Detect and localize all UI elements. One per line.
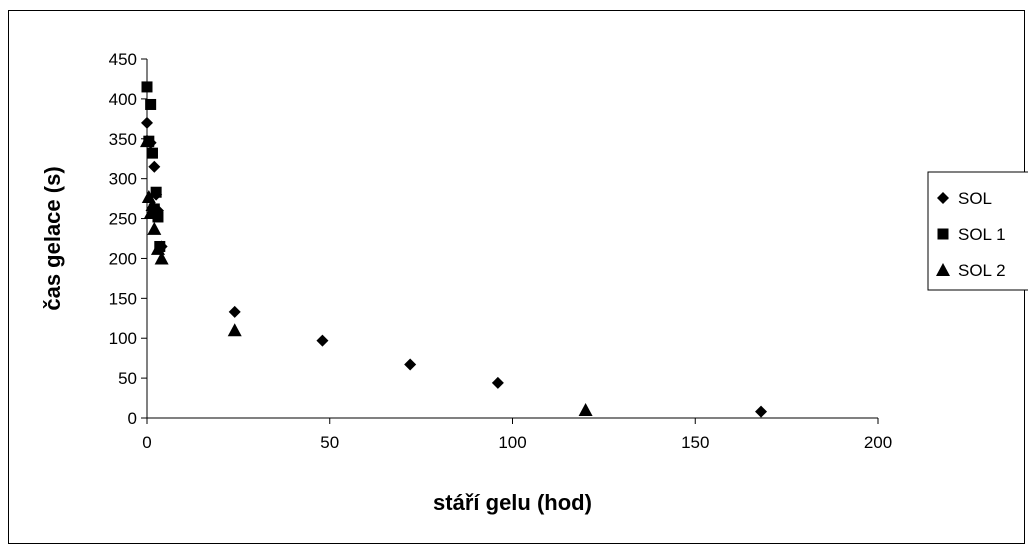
legend-marker-triangle — [936, 263, 950, 276]
data-point-diamond — [755, 405, 768, 418]
y-tick-label: 150 — [109, 289, 137, 308]
y-tick-label: 450 — [109, 50, 137, 69]
data-point-square — [152, 211, 164, 223]
data-point-diamond — [228, 305, 241, 318]
data-point-square — [141, 81, 153, 93]
data-point-diamond — [316, 334, 329, 347]
y-tick-label: 200 — [109, 249, 137, 268]
legend-items: SOL SOL 1 SOL 2 — [936, 189, 1006, 280]
legend-marker-diamond — [937, 192, 949, 204]
data-point-diamond — [148, 160, 161, 173]
x-axis-title: stáří gelu (hod) — [433, 490, 592, 515]
data-point-diamond — [491, 376, 504, 389]
legend-label: SOL — [958, 189, 992, 208]
data-points — [140, 81, 768, 418]
x-tick-label: 100 — [498, 433, 526, 452]
data-point-triangle — [143, 205, 158, 219]
x-tick-label: 150 — [681, 433, 709, 452]
data-point-triangle — [150, 241, 165, 255]
legend: SOL SOL 1 SOL 2 — [927, 171, 1028, 291]
legend-item: SOL — [937, 189, 992, 208]
x-tick-label: 50 — [320, 433, 339, 452]
y-tick-label: 250 — [109, 210, 137, 229]
data-point-triangle — [145, 197, 160, 211]
data-point-triangle — [578, 403, 593, 417]
data-point-diamond — [141, 116, 153, 129]
chart-frame — [8, 10, 1025, 544]
y-tick-label: 50 — [118, 369, 137, 388]
axes: 0 50 100 150 200 250 300 350 400 450 0 50 100 150 200 — [109, 50, 893, 452]
data-point-triangle — [154, 251, 169, 265]
x-tick-label: 0 — [142, 433, 151, 452]
legend-item: SOL 2 — [936, 261, 1006, 280]
data-point-triangle — [140, 134, 154, 148]
data-point-square — [150, 186, 162, 198]
x-ticks: 0 50 100 150 200 — [142, 418, 892, 452]
y-tick-label: 300 — [109, 170, 137, 189]
y-ticks: 0 50 100 150 200 250 300 350 400 450 — [109, 50, 147, 428]
data-point-diamond — [404, 358, 417, 371]
y-tick-label: 350 — [109, 130, 137, 149]
legend-item: SOL 1 — [937, 225, 1006, 244]
data-point-square — [145, 98, 157, 110]
data-point-triangle — [147, 221, 162, 235]
x-tick-label: 200 — [864, 433, 892, 452]
y-tick-label: 0 — [128, 409, 137, 428]
y-axis-title: čas gelace (s) — [40, 166, 65, 310]
y-tick-label: 100 — [109, 329, 137, 348]
legend-label: SOL 1 — [958, 225, 1006, 244]
legend-label: SOL 2 — [958, 261, 1006, 280]
legend-marker-square — [937, 228, 949, 240]
data-point-triangle — [227, 323, 242, 337]
y-tick-label: 400 — [109, 90, 137, 109]
data-point-square — [146, 147, 158, 159]
